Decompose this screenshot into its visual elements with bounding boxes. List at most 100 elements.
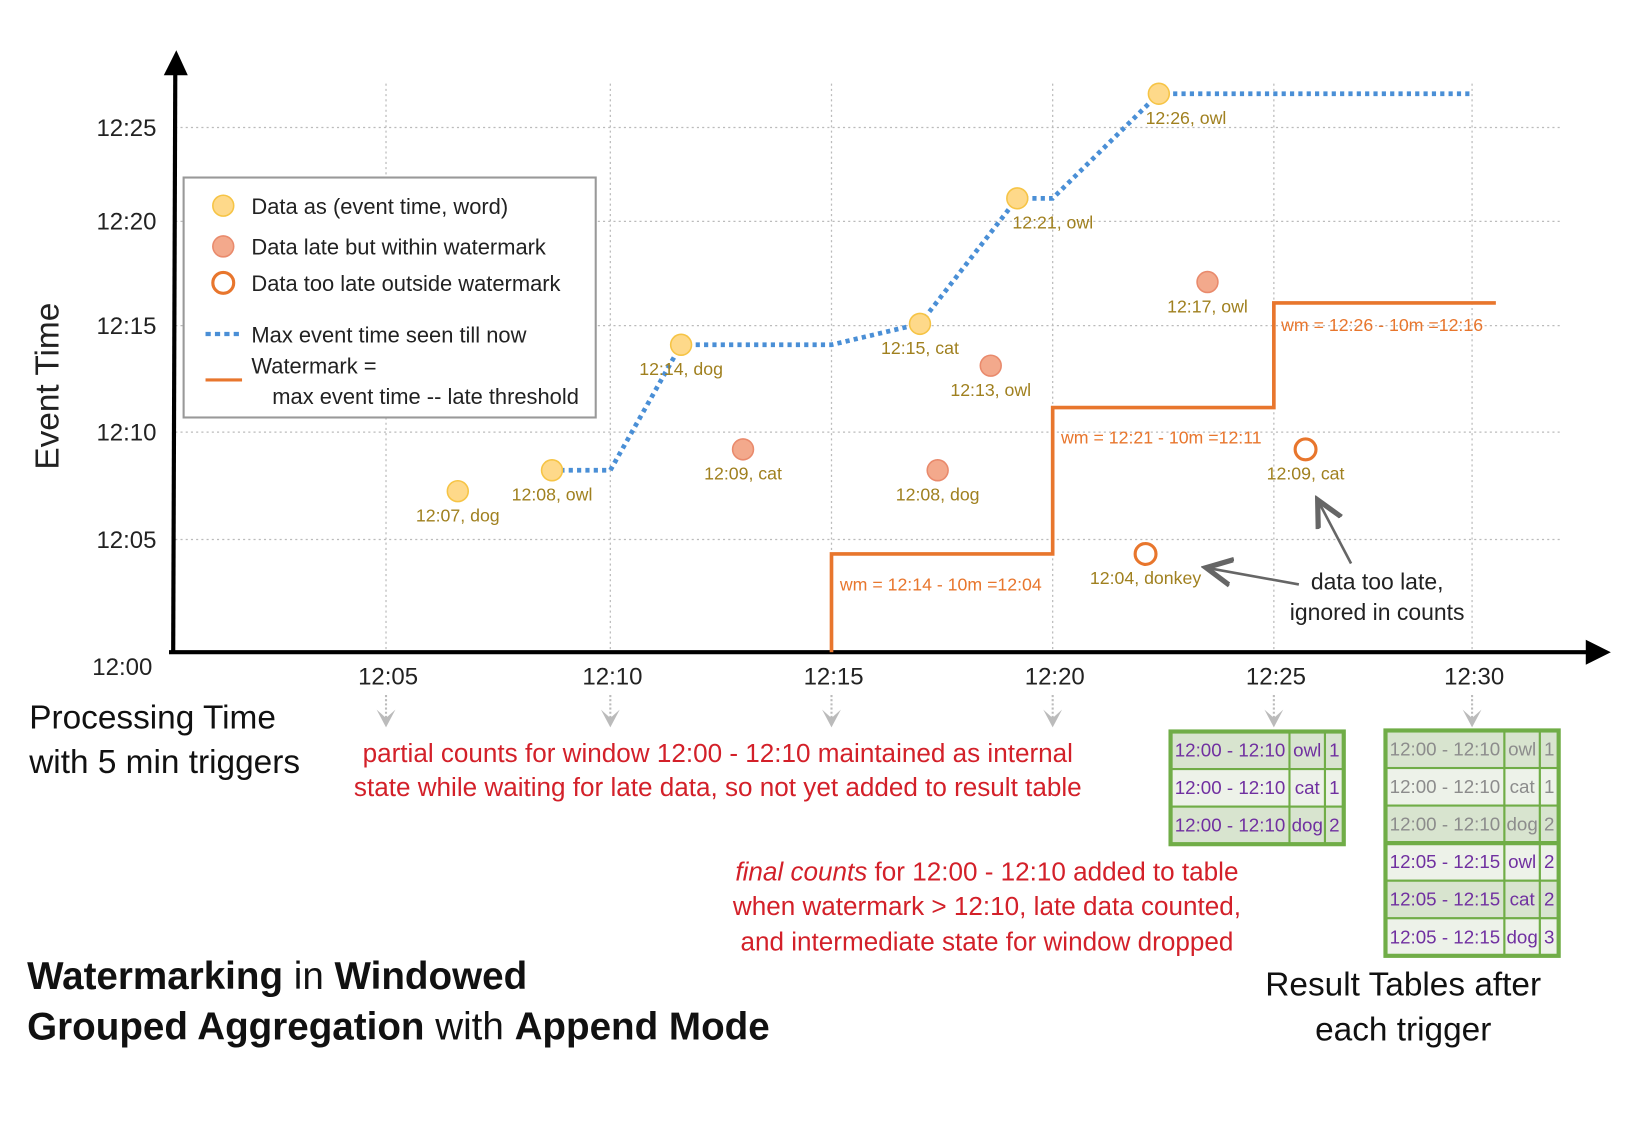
- x-tick-label: 12:10: [582, 664, 642, 691]
- table-cell-word: cat: [1510, 776, 1536, 797]
- table-row: 12:00 - 12:10 cat 1: [1169, 768, 1345, 808]
- data-point-label: 12:21, owl: [1012, 213, 1093, 233]
- table-cell-word: owl: [1508, 739, 1536, 760]
- data-point-late: [926, 459, 949, 482]
- x-axis-arrowhead: [1585, 639, 1611, 665]
- table-border: [1168, 729, 1346, 847]
- partial-note-line1: partial counts for window 12:00 - 12:10 …: [363, 738, 1073, 768]
- trigger-arrow-icon: [376, 709, 396, 728]
- table-cell: [1384, 917, 1506, 957]
- table-row: 12:00 - 12:10 dog 2: [1384, 804, 1560, 845]
- result-table-1225: 12:00 - 12:10 owl 112:00 - 12:10 cat 112:00 …: [1168, 729, 1346, 847]
- table-cell-window: 12:00 - 12:10: [1175, 740, 1286, 761]
- trigger-arrow-icon: [822, 709, 841, 728]
- data-point-on-time: [1147, 82, 1171, 105]
- final-note-line1-rest: for 12:00 - 12:10 added to table: [867, 857, 1238, 887]
- table-cell-window: 12:05 - 12:15: [1390, 926, 1501, 947]
- watermark-label: wm = 12:21 - 10m =12:11: [1060, 428, 1262, 448]
- data-point-label: 12:26, owl: [1146, 108, 1227, 128]
- too-late-note-line2: ignored in counts: [1290, 599, 1465, 625]
- title-segment: Windowed: [335, 955, 528, 998]
- data-point-on-time: [540, 459, 564, 482]
- trigger-arrow-icon: [600, 709, 620, 728]
- legend: Data as (event time, word) Data late but…: [182, 176, 597, 419]
- table-cell-count: 1: [1329, 740, 1339, 761]
- data-point-label: 12:08, owl: [512, 485, 593, 505]
- y-tick-label: 12:25: [96, 115, 156, 142]
- title-segment: with: [424, 1005, 514, 1048]
- axes: Event Time Processing Time with 5 min tr…: [28, 50, 1611, 781]
- diagram-title-line1: Watermarking in Windowed: [27, 955, 527, 998]
- table-cell-count: 1: [1329, 777, 1339, 798]
- result-tables: 12:00 - 12:10 owl 112:00 - 12:10 cat 112:00 …: [1168, 728, 1561, 958]
- table-cell-word: cat: [1295, 777, 1321, 798]
- y-tick-label: 12:00: [92, 654, 152, 681]
- data-point-on-time: [908, 312, 932, 336]
- table-cell-count: 2: [1329, 815, 1339, 836]
- table-cell-count: 2: [1544, 814, 1554, 835]
- table-cell-word: dog: [1292, 815, 1323, 836]
- y-axis-label: Event Time: [29, 303, 66, 470]
- result-table-1230: 12:00 - 12:10 owl 112:00 - 12:10 cat 112:00 …: [1383, 728, 1561, 958]
- watermark-line: [829, 301, 1496, 653]
- table-cell-window: 12:00 - 12:10: [1175, 777, 1286, 798]
- data-point-on-time: [669, 333, 693, 356]
- final-note-line3: and intermediate state for window droppe…: [741, 927, 1234, 957]
- table-row: 12:05 - 12:15 owl 2: [1384, 842, 1560, 882]
- x-tick-label: 12:15: [804, 664, 864, 691]
- table-cell: [1503, 879, 1541, 920]
- table-cell-window: 12:00 - 12:10: [1390, 814, 1501, 835]
- legend-box: [182, 176, 597, 419]
- data-point-on-time: [446, 479, 470, 503]
- data-point-label: 12:09, cat: [704, 464, 782, 484]
- data-point-late: [731, 438, 755, 461]
- table-cell-word: dog: [1506, 814, 1537, 835]
- max-event-time-line: [552, 91, 1473, 473]
- data-point-label: 12:09, cat: [1267, 464, 1345, 484]
- data-points: 12:07, dog 12:08, owl 12:14, dog 12:09, cat…: [416, 82, 1345, 588]
- diagram-title-line2: Grouped Aggregation with Append Mode: [27, 1005, 770, 1048]
- legend-watermark-label-line1: Watermark =: [251, 354, 376, 379]
- table-row: 12:00 - 12:10 cat 1: [1384, 766, 1560, 807]
- partial-counts-note: partial counts for window 12:00 - 12:10 …: [354, 738, 1082, 802]
- table-cell-word: owl: [1293, 740, 1321, 761]
- legend-on-time-marker: [212, 194, 235, 217]
- tick-labels: 12:00 12:05 12:10 12:15 12:20 12:25 12:05 12:10…: [92, 115, 1504, 691]
- trigger-arrow-icon: [1264, 709, 1284, 728]
- legend-too-late-marker: [211, 270, 236, 295]
- x-axis-label-line2: with 5 min triggers: [28, 744, 300, 781]
- title-segment: in: [283, 955, 334, 998]
- annotation-arrow-donkey: [1206, 568, 1300, 585]
- result-caption-line1: Result Tables after: [1265, 966, 1541, 1003]
- data-point-label: 12:04, donkey: [1090, 568, 1201, 588]
- table-cell-window: 12:00 - 12:10: [1390, 776, 1501, 797]
- table-cell-count: 1: [1544, 739, 1554, 760]
- final-counts-note: final counts for 12:00 - 12:10 added to …: [732, 857, 1241, 957]
- table-row: 12:00 - 12:10 owl 1: [1169, 730, 1345, 771]
- data-point-too-late: [1293, 437, 1318, 462]
- table-cell: [1288, 768, 1327, 808]
- y-axis-arrowhead: [163, 50, 188, 76]
- data-point-label: 12:08, dog: [896, 485, 980, 505]
- table-cell-window: 12:05 - 12:15: [1390, 889, 1501, 910]
- y-tick-label: 12:10: [96, 419, 156, 446]
- too-late-annotation: data too late, ignored in counts: [1206, 500, 1464, 625]
- final-note-line1: final counts for 12:00 - 12:10 added to …: [735, 857, 1238, 887]
- y-tick-label: 12:15: [96, 313, 156, 340]
- table-cell: [1503, 729, 1541, 770]
- table-cell-window: 12:00 - 12:10: [1390, 739, 1501, 760]
- title-segment: Watermarking: [27, 955, 283, 998]
- legend-late-marker: [212, 235, 235, 258]
- table-row: 12:00 - 12:10 dog 2: [1169, 805, 1345, 846]
- legend-on-time-label: Data as (event time, word): [251, 194, 508, 219]
- trigger-arrow-icon: [1462, 709, 1482, 728]
- data-point-label: 12:13, owl: [950, 380, 1031, 400]
- data-point-label: 12:07, dog: [416, 505, 500, 525]
- table-row: 12:00 - 12:10 owl 1: [1384, 729, 1560, 770]
- table-cell-window: 12:05 - 12:15: [1390, 851, 1501, 872]
- x-axis-label-line1: Processing Time: [29, 699, 276, 736]
- table-cell-word: owl: [1508, 851, 1536, 872]
- table-cell-count: 3: [1544, 926, 1554, 947]
- legend-too-late-label: Data too late outside watermark: [251, 271, 560, 296]
